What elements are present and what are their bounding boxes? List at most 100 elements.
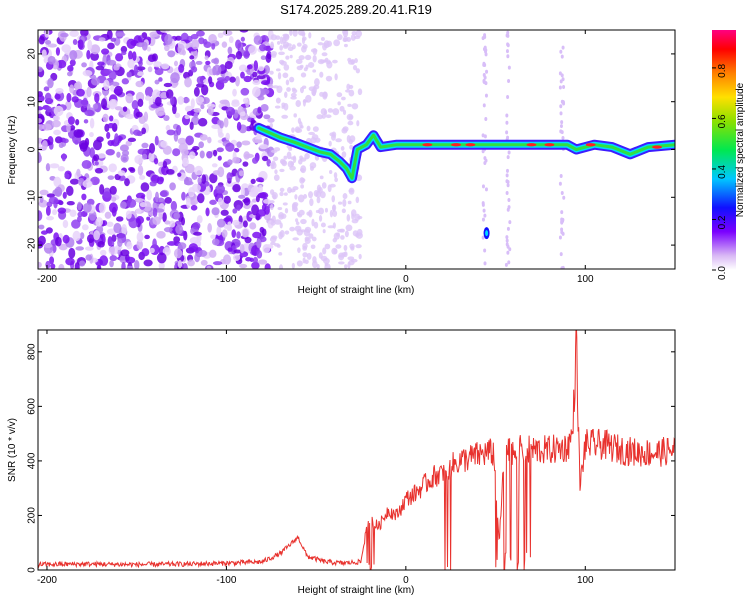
spectrogram-noise-blob	[322, 247, 327, 255]
spectrogram-noise-blob	[235, 75, 240, 87]
spectrogram-noise-blob	[166, 129, 176, 136]
spectrogram-noise-blob	[193, 86, 200, 97]
spectrogram-noise-blob	[84, 246, 94, 251]
spectrogram-noise-blob	[128, 50, 133, 61]
spectrogram-noise-blob	[111, 234, 117, 242]
spectrogram-noise-blob	[79, 260, 86, 267]
spectrogram-noise-blob	[38, 261, 42, 268]
spectrogram-noise-blob	[69, 30, 79, 38]
spectrogram-noise-blob	[132, 51, 137, 62]
spectrogram-noise-blob	[190, 204, 198, 211]
spectrogram-noise-blob	[255, 177, 264, 183]
spectrogram-noise-blob	[311, 236, 317, 242]
y-tick-label: 10	[27, 96, 38, 108]
spectrogram-noise-blob	[252, 231, 262, 239]
spectrogram-noise-blob	[253, 35, 263, 45]
spectrogram-noise-blob	[69, 178, 79, 185]
spectrogram-noise-blob	[292, 201, 299, 207]
spectrogram-noise-blob	[121, 261, 126, 269]
spectrogram-noise-blob	[137, 148, 148, 155]
spectrogram-streak-blob	[559, 49, 563, 54]
spectrogram-noise-blob	[173, 236, 181, 243]
spectrogram-noise-blob	[82, 70, 93, 77]
spectrogram-noise-blob	[139, 202, 147, 208]
spectrogram-noise-blob	[279, 44, 283, 51]
spectrogram-noise-blob	[240, 87, 250, 96]
spectrogram-noise-blob	[85, 254, 92, 261]
spectrogram-noise-blob	[207, 136, 212, 144]
spectrogram-noise-blob	[193, 107, 202, 113]
spectrogram-noise-blob	[127, 59, 135, 69]
spectrogram-noise-blob	[148, 151, 155, 162]
spectrogram-noise-blob	[82, 179, 93, 188]
spectrogram-noise-blob	[281, 114, 289, 119]
spectrogram-noise-blob	[301, 37, 306, 45]
spectrogram-noise-blob	[340, 235, 345, 240]
spectrogram-noise-blob	[207, 105, 214, 116]
spectrogram-noise-blob	[110, 37, 117, 42]
spectrogram-noise-blob	[308, 191, 314, 199]
spectrogram-noise-blob	[93, 154, 100, 162]
spectrogram-noise-blob	[109, 255, 118, 262]
spectrogram-noise-blob	[269, 200, 275, 204]
spectrogram-noise-blob	[355, 196, 360, 204]
spectrogram-noise-blob	[344, 230, 349, 238]
spectrogram-noise-blob	[69, 50, 78, 61]
spectrogram-noise-blob	[290, 156, 296, 160]
spectrogram-noise-blob	[190, 98, 195, 109]
spectrogram-noise-blob	[302, 242, 308, 250]
spectrogram-noise-blob	[170, 72, 180, 84]
spectrogram-noise-blob	[135, 208, 142, 214]
spectrogram-noise-blob	[325, 59, 331, 65]
spectrogram-noise-blob	[236, 121, 242, 131]
spectrogram-noise-blob	[38, 235, 46, 246]
spectrogram-noise-blob	[139, 175, 146, 180]
spectrogram-noise-blob	[178, 63, 185, 73]
spectrogram-noise-blob	[297, 214, 303, 218]
spectrogram-noise-blob	[67, 116, 75, 125]
spectrogram-noise-blob	[141, 127, 147, 135]
spectrogram-noise-blob	[227, 159, 233, 166]
spectrogram-noise-blob	[318, 214, 323, 222]
spectrogram-noise-blob	[338, 252, 345, 261]
spectrogram-noise-blob	[196, 76, 205, 85]
spectrogram-noise-blob	[116, 151, 121, 158]
spectrogram-noise-blob	[301, 85, 307, 89]
spectrogram-noise-blob	[343, 43, 348, 48]
spectrogram-noise-blob	[300, 72, 307, 78]
spectrogram-noise-blob	[212, 149, 218, 157]
spectrogram-noise-blob	[185, 197, 191, 209]
spectrogram-noise-blob	[252, 86, 261, 98]
spectrogram-noise-blob	[231, 108, 236, 115]
spectrogram-noise-blob	[184, 77, 192, 88]
spectrogram-noise-blob	[347, 261, 351, 269]
spectrogram-noise-blob	[47, 78, 54, 89]
x-tick-label: 100	[577, 575, 594, 586]
spectrogram-noise-blob	[341, 96, 346, 101]
spectrogram-noise-blob	[242, 161, 249, 167]
spectrogram-noise-blob	[164, 220, 171, 225]
spectrogram-noise-blob	[89, 118, 95, 129]
spectrogram-noise-blob	[43, 243, 53, 249]
spectrogram-streak-blob	[481, 217, 485, 222]
spectrogram-noise-blob	[87, 39, 93, 51]
spectrogram-noise-blob	[156, 176, 164, 185]
spectrogram-noise-blob	[256, 209, 267, 217]
spectrogram-noise-blob	[39, 195, 44, 204]
spectrogram-noise-blob	[106, 221, 114, 228]
spectrogram-noise-blob	[291, 44, 296, 50]
spectrogram-noise-blob	[173, 212, 180, 220]
spectrogram-noise-blob	[292, 237, 299, 241]
spectrogram-noise-blob	[269, 204, 274, 211]
spectrogram-noise-blob	[312, 54, 317, 63]
spectrogram-noise-blob	[336, 92, 343, 98]
spectrogram-noise-blob	[271, 149, 278, 154]
spectrogram-noise-blob	[93, 230, 100, 241]
spectrogram-noise-blob	[108, 115, 114, 122]
spectrogram-noise-blob	[339, 105, 345, 112]
spectrogram-streak-blob	[508, 247, 512, 252]
spectrogram-noise-blob	[295, 221, 300, 225]
spectrogram-noise-blob	[46, 106, 52, 113]
spectrogram-noise-blob	[287, 186, 292, 194]
